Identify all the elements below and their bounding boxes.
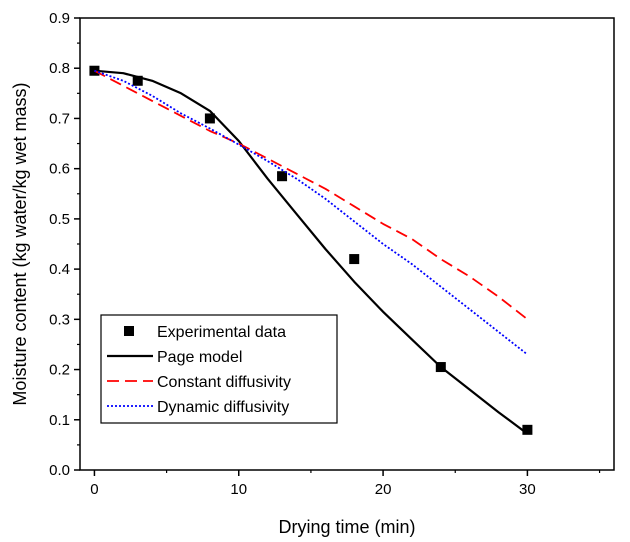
x-tick-label: 10	[230, 481, 247, 498]
y-tick-label: 0.6	[49, 161, 70, 178]
y-tick-label: 0.8	[49, 60, 70, 77]
y-tick-label: 0.9	[49, 10, 70, 27]
ticks-layer: 0 10 20 30 0.0 0.1 0.2 0.3 0.4 0.5 0.6 0.7 0.8 0.9	[49, 10, 601, 498]
data-point	[277, 171, 288, 182]
plot-frame	[79, 17, 615, 471]
y-tick-label: 0.0	[49, 462, 70, 479]
data-point	[132, 75, 143, 86]
dynamic-diffusivity-line	[94, 69, 528, 356]
data-point	[204, 113, 215, 124]
y-tick-label: 0.2	[49, 362, 70, 379]
legend-label-constant-diffusivity: Constant diffusivity	[157, 374, 291, 391]
legend-label-experimental-data: Experimental data	[157, 324, 286, 341]
y-axis-title: Moisture content (kg water/kg wet mass)	[10, 82, 30, 405]
page-model-line	[94, 69, 529, 435]
legend: Experimental data Page model Constant diff…	[100, 314, 338, 424]
x-tick-label: 30	[519, 481, 536, 498]
y-tick-label: 0.5	[49, 211, 70, 228]
legend-label-page-model: Page model	[157, 349, 242, 366]
legend-box	[100, 314, 338, 424]
y-tick-label: 0.1	[49, 412, 70, 429]
x-tick-label: 20	[375, 481, 392, 498]
y-tick-label: 0.3	[49, 311, 70, 328]
legend-label-dynamic-diffusivity: Dynamic diffusivity	[157, 399, 289, 416]
y-tick-label: 0.4	[49, 261, 70, 278]
x-axis-title: Drying time (min)	[278, 517, 415, 537]
constant-diffusivity-line	[93, 69, 528, 321]
series-layer	[89, 65, 533, 435]
x-tick-label: 0	[90, 481, 98, 498]
data-point	[522, 424, 533, 435]
data-point	[349, 254, 360, 265]
legend-swatch-experimental-data	[124, 326, 134, 336]
y-tick-label: 0.7	[49, 110, 70, 127]
